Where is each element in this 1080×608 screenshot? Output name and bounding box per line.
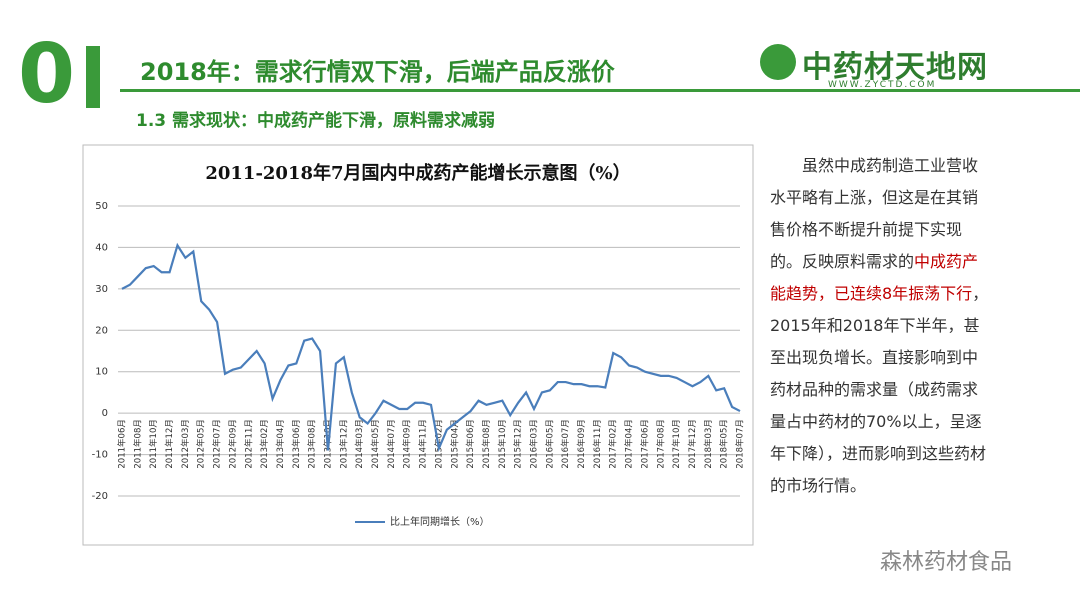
x-tick-label: 2017年06月	[639, 419, 650, 468]
y-tick-label: 40	[95, 242, 108, 253]
x-tick-label: 2012年11月	[243, 419, 254, 468]
x-tick-label: 2016年05月	[544, 419, 555, 468]
y-tick-label: 50	[95, 201, 108, 212]
title: 2018年：需求行情双下滑，后端产品反涨价	[140, 58, 615, 86]
y-tick-label: 10	[95, 367, 108, 378]
x-tick-label: 2017年04月	[624, 419, 635, 468]
x-tick-label: 2017年10月	[671, 419, 682, 468]
x-tick-label: 2012年09月	[227, 419, 238, 468]
x-tick-label: 2015年12月	[513, 419, 524, 468]
text: ，2015年和2018年下半年，甚至出现负增长。直接影响到中药材品种的需求量（成…	[770, 284, 989, 495]
x-tick-label: 2014年09月	[402, 419, 413, 468]
x-tick-label: 2018年05月	[719, 419, 730, 468]
highlight: 中成药产能趋势，已连续8年振荡下行	[770, 252, 979, 303]
x-tick-label: 2016年03月	[529, 419, 540, 468]
x-tick-label: 2015年06月	[465, 419, 476, 468]
logo-url: WWW.ZYCTD.COM	[828, 80, 937, 90]
y-tick-label: 20	[95, 325, 108, 336]
section-number: 0	[18, 27, 76, 122]
x-tick-label: 2016年07月	[560, 419, 571, 468]
x-tick-label: 2011年08月	[132, 419, 143, 468]
chart-title: 2011-2018年7月国内中成药产能增长示意图（%）	[205, 162, 630, 184]
watermark: 森林药材食品	[880, 550, 1013, 575]
x-tick-label: 2015年08月	[481, 419, 492, 468]
x-tick-label: 2011年10月	[148, 419, 159, 468]
section-bar	[86, 46, 100, 108]
y-tick-label: 0	[102, 408, 108, 419]
logo-icon	[760, 44, 796, 80]
x-tick-label: 2018年07月	[735, 419, 746, 468]
x-tick-label: 2012年03月	[180, 419, 191, 468]
x-tick-label: 2017年08月	[655, 419, 666, 468]
line	[121, 242, 741, 453]
x-tick-label: 2013年08月	[307, 419, 318, 468]
legend-label: 比上年同期增长（%）	[390, 515, 490, 528]
x-tick-label: 2018年03月	[703, 419, 714, 468]
paragraph: 虽然中成药制造工业营收水平略有上涨，但这是在其销售价格不断提升前提下实现的。反映…	[770, 150, 992, 502]
text: 虽然中成药制造工业营收水平略有上涨，但这是在其销售价格不断提升前提下实现的。反映…	[770, 156, 979, 271]
x-tick-label: 2015年10月	[497, 419, 508, 468]
x-tick-label: 2013年12月	[338, 419, 349, 468]
x-tick-label: 2017年02月	[608, 419, 619, 468]
subtitle: 1.3 需求现状：中成药产能下滑，原料需求减弱	[136, 111, 496, 131]
x-tick-label: 2013年02月	[259, 419, 270, 468]
x-tick-label: 2011年06月	[117, 419, 128, 468]
x-tick-label: 2013年04月	[275, 419, 286, 468]
x-tick-label: 2014年03月	[354, 419, 365, 468]
x-tick-label: 2015年04月	[449, 419, 460, 468]
x-tick-label: 2014年05月	[370, 419, 381, 468]
y-tick-label: -20	[92, 491, 108, 502]
x-tick-label: 2012年07月	[212, 419, 223, 468]
x-tick-label: 2014年11月	[418, 419, 429, 468]
y-tick-label: -10	[92, 450, 108, 461]
logo-text: 中药材天地网	[802, 50, 988, 85]
x-tick-label: 2016年09月	[576, 419, 587, 468]
x-tick-label: 2011年12月	[164, 419, 175, 468]
x-tick-label: 2017年12月	[687, 419, 698, 468]
x-tick-label: 2014年07月	[386, 419, 397, 468]
rule	[120, 89, 1080, 92]
x-tick-label: 2016年11月	[592, 419, 603, 468]
x-tick-label: 2012年05月	[196, 419, 207, 468]
x-tick-label: 2013年06月	[291, 419, 302, 468]
chart-frame	[82, 144, 754, 546]
y-tick-label: 30	[95, 284, 108, 295]
